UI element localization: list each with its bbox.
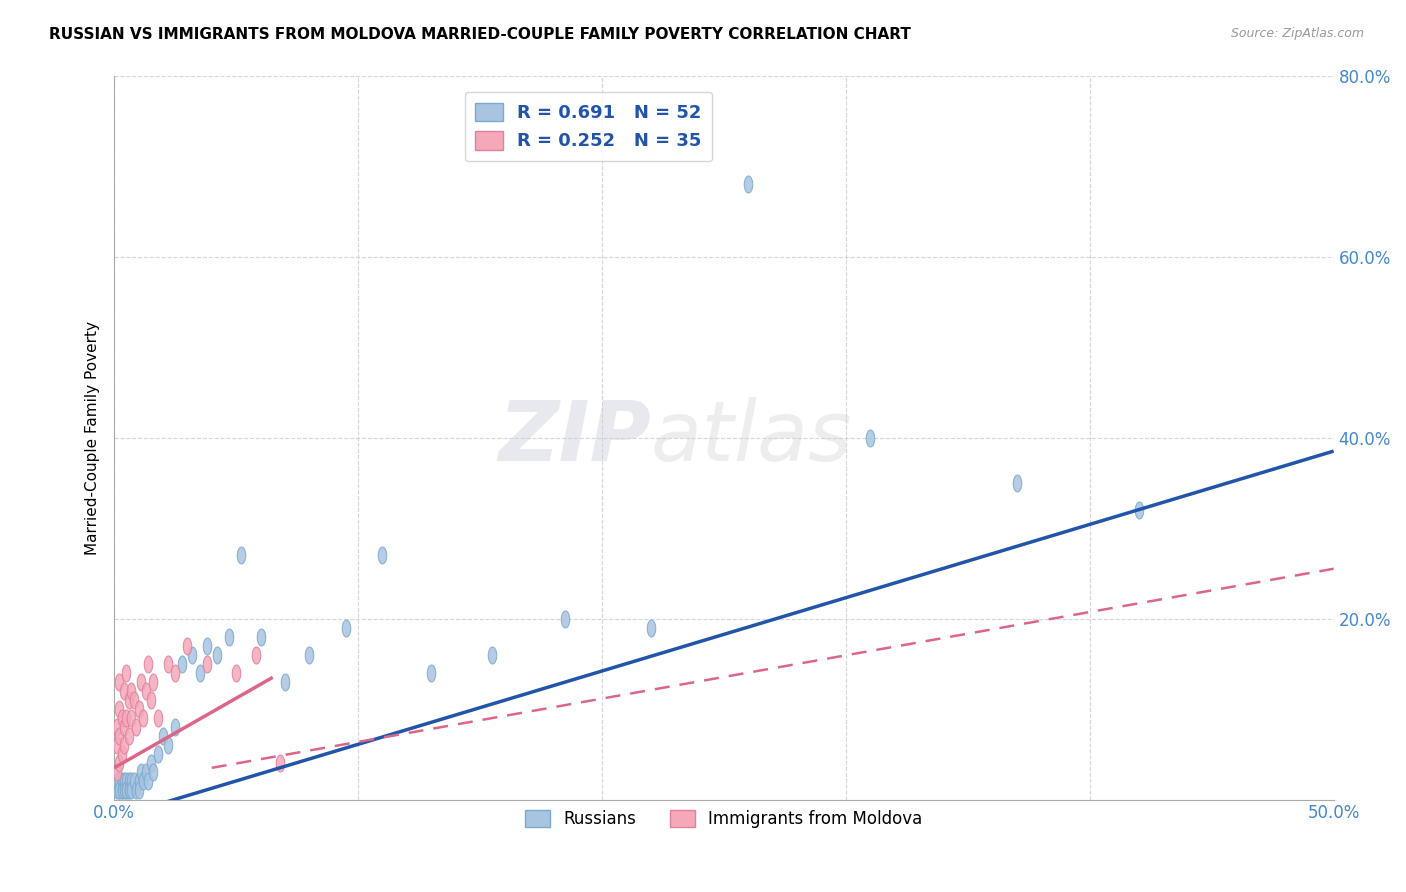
Point [142,765,165,780]
Point [146,747,169,762]
Point [120,684,142,698]
Text: atlas: atlas [651,397,852,478]
Point [118,693,141,707]
Point [135,765,157,780]
Point [165,720,187,734]
Point [112,720,135,734]
Point [115,783,138,797]
Point [122,693,145,707]
Point [120,774,142,789]
Point [108,774,131,789]
Point [481,648,503,662]
Point [118,774,141,789]
Point [172,657,194,671]
Point [165,665,187,680]
Point [105,765,128,780]
Point [245,648,267,662]
Point [105,720,128,734]
Point [132,774,155,789]
Point [118,783,141,797]
Point [146,711,169,725]
Point [1005,475,1028,490]
Point [138,774,160,789]
Point [420,665,443,680]
Point [195,639,218,653]
Point [205,648,228,662]
Point [110,783,132,797]
Point [188,665,211,680]
Point [176,639,198,653]
Point [139,693,162,707]
Text: Source: ZipAtlas.com: Source: ZipAtlas.com [1230,27,1364,40]
Point [128,783,150,797]
Point [108,729,131,743]
Point [371,548,394,562]
Point [129,674,152,689]
Point [108,783,131,797]
Point [335,621,357,635]
Point [115,774,138,789]
Point [112,738,135,752]
Point [274,674,297,689]
Point [218,630,240,644]
Point [115,711,138,725]
Point [122,774,145,789]
Point [554,611,576,625]
Point [125,720,148,734]
Point [152,729,174,743]
Point [249,630,271,644]
Legend: Russians, Immigrants from Moldova: Russians, Immigrants from Moldova [519,803,929,835]
Point [135,684,157,698]
Point [108,783,131,797]
Point [110,747,132,762]
Point [142,674,165,689]
Point [156,657,179,671]
Point [112,684,135,698]
Text: ZIP: ZIP [498,397,651,478]
Point [105,738,128,752]
Point [181,648,204,662]
Text: RUSSIAN VS IMMIGRANTS FROM MOLDOVA MARRIED-COUPLE FAMILY POVERTY CORRELATION CHA: RUSSIAN VS IMMIGRANTS FROM MOLDOVA MARRI… [49,27,911,42]
Point [138,657,160,671]
Point [105,774,128,789]
Point [132,711,155,725]
Point [125,783,148,797]
Point [195,657,218,671]
Point [110,711,132,725]
Point [120,783,142,797]
Y-axis label: Married-Couple Family Poverty: Married-Couple Family Poverty [86,320,100,555]
Point [156,738,179,752]
Point [110,783,132,797]
Point [737,177,759,191]
Point [112,783,135,797]
Point [298,648,321,662]
Point [128,774,150,789]
Point [1128,503,1150,517]
Point [108,674,131,689]
Point [120,711,142,725]
Point [105,783,128,797]
Point [229,548,252,562]
Point [118,729,141,743]
Point [269,756,291,771]
Point [128,702,150,716]
Point [129,765,152,780]
Point [112,774,135,789]
Point [640,621,662,635]
Point [225,665,247,680]
Point [115,665,138,680]
Point [115,783,138,797]
Point [118,783,141,797]
Point [108,702,131,716]
Point [108,756,131,771]
Point [859,430,882,444]
Point [110,774,132,789]
Point [139,756,162,771]
